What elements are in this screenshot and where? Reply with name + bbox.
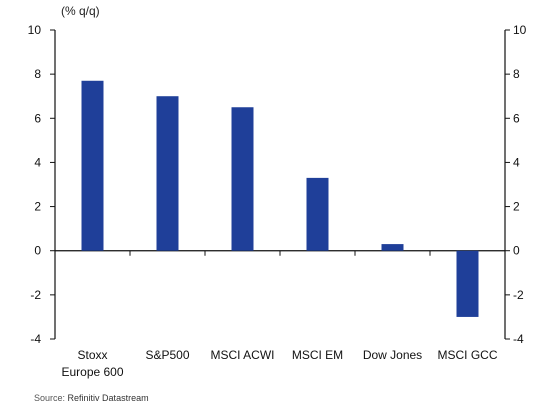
y-tick-label-left: 2 [34,200,41,214]
y-tick-label-left: 6 [34,111,41,125]
bar [456,250,479,317]
source-label: Source: [34,393,66,403]
bar [306,177,329,251]
source-note: Source: Refinitiv Datastream [34,393,149,403]
x-category-label: Dow Jones [363,348,422,362]
bar [156,96,179,251]
x-category-label: MSCI EM [292,348,343,362]
x-category-label: MSCI GCC [438,348,498,362]
y-tick-label-left: -2 [30,288,41,302]
y-tick-label-right: -2 [513,288,524,302]
y-tick-label-right: 4 [513,155,520,169]
bar [81,80,104,251]
y-tick-label-left: -4 [30,332,41,346]
y-tick-label-left: 0 [34,244,41,258]
y-tick-label-right: 2 [513,200,520,214]
bar [381,244,404,251]
y-tick-label-left: 8 [34,67,41,81]
x-category-label: S&P500 [145,348,189,362]
y-tick-label-right: -4 [513,332,524,346]
y-tick-label-right: 6 [513,111,520,125]
bar [231,107,254,251]
y-unit-label: (% q/q) [61,4,100,18]
y-tick-label-right: 8 [513,67,520,81]
y-tick-label-left: 4 [34,155,41,169]
x-category-label: MSCI ACWI [210,348,274,362]
source-text: Refinitiv Datastream [67,393,149,403]
y-tick-label-right: 0 [513,244,520,258]
x-category-label: Stoxx Europe 600 [61,348,123,379]
y-tick-label-left: 10 [28,23,42,37]
y-tick-label-right: 10 [513,23,527,37]
